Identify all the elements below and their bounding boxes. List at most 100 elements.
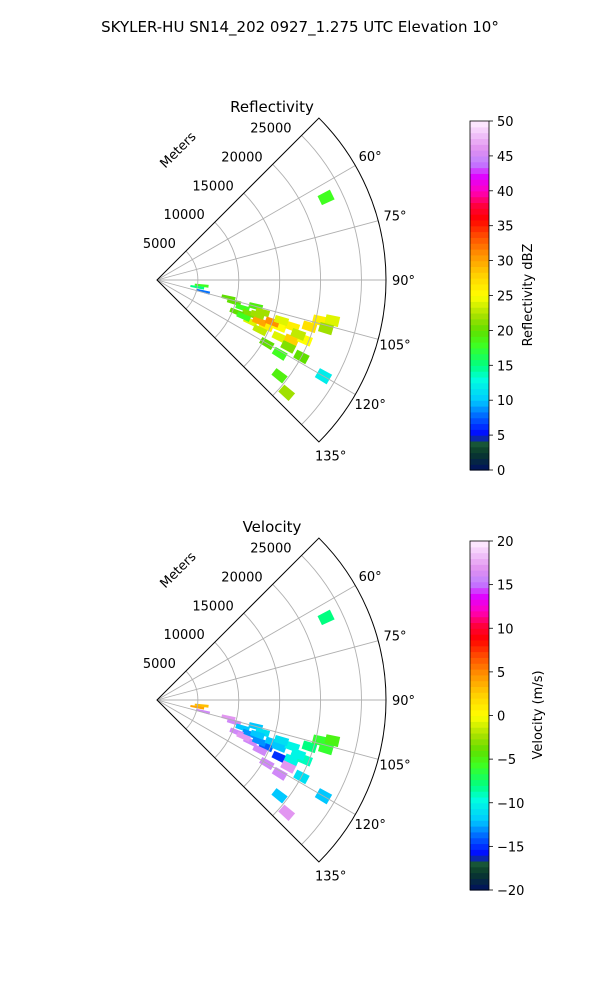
reflectivity-colorbar-segment [470, 150, 489, 157]
velocity-colorbar-segment [470, 756, 489, 763]
reflectivity-colorbar-segment [470, 301, 489, 308]
reflectivity-colorbar-segment [470, 446, 489, 454]
reflectivity-azimuth-gridline [156, 165, 356, 281]
reflectivity-colorbar-segment [470, 237, 489, 244]
velocity-colorbar-segment [470, 744, 489, 751]
velocity-azimuth-gridline [156, 585, 356, 701]
reflectivity-colorbar-segment [470, 167, 489, 174]
velocity-colorbar-segment [470, 785, 489, 792]
velocity-data-cell [271, 766, 288, 781]
reflectivity-colorbar-segment [470, 202, 489, 209]
reflectivity-colorbar-tick-label: 35 [497, 220, 514, 235]
reflectivity-colorbar-segment [470, 231, 489, 238]
velocity-colorbar-segment [470, 820, 489, 827]
reflectivity-azimuth-tick-label: 105° [379, 338, 410, 353]
reflectivity-data-cell [271, 368, 288, 384]
reflectivity-colorbar-segment [470, 196, 489, 204]
velocity-data-cell [271, 750, 288, 764]
reflectivity-colorbar-segment [470, 161, 489, 169]
velocity-colorbar-segment [470, 686, 489, 693]
velocity-colorbar-segment [470, 767, 489, 775]
velocity-range-tick-label: 25000 [250, 541, 291, 556]
reflectivity-range-tick-label: 25000 [250, 121, 291, 136]
velocity-colorbar-segment [470, 564, 489, 571]
reflectivity-range-tick-label: 5000 [143, 237, 176, 252]
velocity-colorbar-segment [470, 622, 489, 629]
velocity-sector-outline [156, 537, 387, 863]
velocity-colorbar-segment [470, 878, 489, 885]
reflectivity-data-cell [278, 384, 296, 401]
reflectivity-colorbar-segment [470, 184, 489, 192]
velocity-colorbar-segment [470, 791, 489, 798]
reflectivity-colorbar-segment [470, 243, 489, 250]
reflectivity-colorbar-segment [470, 324, 489, 331]
reflectivity-colorbar-segment [470, 254, 489, 262]
reflectivity-colorbar-segment [470, 121, 489, 128]
reflectivity-colorbar-tick-label: 15 [497, 359, 514, 374]
velocity-colorbar-segment [470, 773, 489, 781]
velocity-data-cell [317, 742, 335, 756]
velocity-colorbar-tick-label: −10 [497, 797, 524, 812]
velocity-colorbar-segment [470, 721, 489, 728]
velocity-data-cell [241, 728, 257, 739]
reflectivity-azimuth-gridline [156, 279, 356, 395]
reflectivity-colorbar-segment [470, 400, 489, 407]
reflectivity-colorbar-segment [470, 452, 489, 459]
velocity-colorbar-segment [470, 639, 489, 647]
velocity-range-axis-label: Meters [158, 549, 200, 591]
reflectivity-colorbar-segment [470, 190, 489, 198]
velocity-colorbar-segment [470, 802, 489, 810]
velocity-colorbar-segment [470, 610, 489, 618]
reflectivity-sector-outline [156, 117, 387, 443]
velocity-colorbar-segment [470, 541, 489, 548]
reflectivity-colorbar-segment [470, 208, 489, 215]
velocity-colorbar-segment [470, 808, 489, 815]
reflectivity-panel-title: Reflectivity [230, 98, 314, 116]
reflectivity-data-cell [273, 314, 290, 327]
reflectivity-data-cell [194, 283, 209, 288]
reflectivity-azimuth-tick-label: 90° [392, 274, 415, 289]
velocity-colorbar-segment [470, 581, 489, 589]
velocity-colorbar-segment [470, 796, 489, 804]
velocity-colorbar-segment [470, 593, 489, 600]
velocity-data-cell [250, 729, 266, 740]
velocity-azimuth-tick-label: 135° [315, 870, 346, 885]
reflectivity-colorbar-segment [470, 464, 489, 471]
reflectivity-azimuth-tick-label: 120° [355, 398, 386, 413]
velocity-range-tick-label: 20000 [221, 570, 262, 585]
velocity-range-tick-label: 5000 [143, 657, 176, 672]
velocity-data-cell [251, 736, 268, 747]
reflectivity-colorbar-tick-label: 10 [497, 394, 514, 409]
reflectivity-colorbar-segment [470, 289, 489, 297]
reflectivity-colorbar-segment [470, 365, 489, 372]
velocity-colorbar-tick-label: 5 [497, 666, 505, 681]
velocity-colorbar-segment [470, 680, 489, 688]
reflectivity-panel: Reflectivity Meters Reflectivity dBZ 500… [143, 98, 536, 479]
reflectivity-colorbar-segment [470, 179, 489, 186]
velocity-colorbar-tick-label: −5 [497, 753, 516, 768]
reflectivity-colorbar-tick-label: 20 [497, 324, 514, 339]
reflectivity-data-cell [236, 311, 252, 323]
reflectivity-data-cell [271, 330, 288, 344]
velocity-colorbar-segment [470, 645, 489, 653]
velocity-data-cell [278, 804, 296, 821]
velocity-colorbar-tick-label: 15 [497, 579, 514, 594]
reflectivity-colorbar-segment [470, 266, 489, 273]
reflectivity-colorbar-segment [470, 353, 489, 361]
reflectivity-azimuth-tick-label: 75° [383, 210, 406, 225]
reflectivity-colorbar-segment [470, 371, 489, 378]
velocity-colorbar-segment [470, 779, 489, 786]
reflectivity-data-cell [280, 340, 297, 354]
reflectivity-colorbar-segment [470, 225, 489, 233]
velocity-colorbar-tick-label: −15 [497, 840, 524, 855]
reflectivity-colorbar-segment [470, 295, 489, 302]
velocity-colorbar-segment [470, 715, 489, 722]
reflectivity-colorbar-tick-label: 45 [497, 150, 514, 165]
velocity-colorbar-segment [470, 663, 489, 670]
reflectivity-colorbar-segment [470, 155, 489, 163]
reflectivity-colorbar-segment [470, 260, 489, 268]
velocity-colorbar-segment [470, 657, 489, 664]
reflectivity-colorbar-segment [470, 330, 489, 337]
velocity-colorbar-label: Velocity (m/s) [531, 670, 546, 759]
reflectivity-colorbar-tick-label: 0 [497, 464, 505, 479]
